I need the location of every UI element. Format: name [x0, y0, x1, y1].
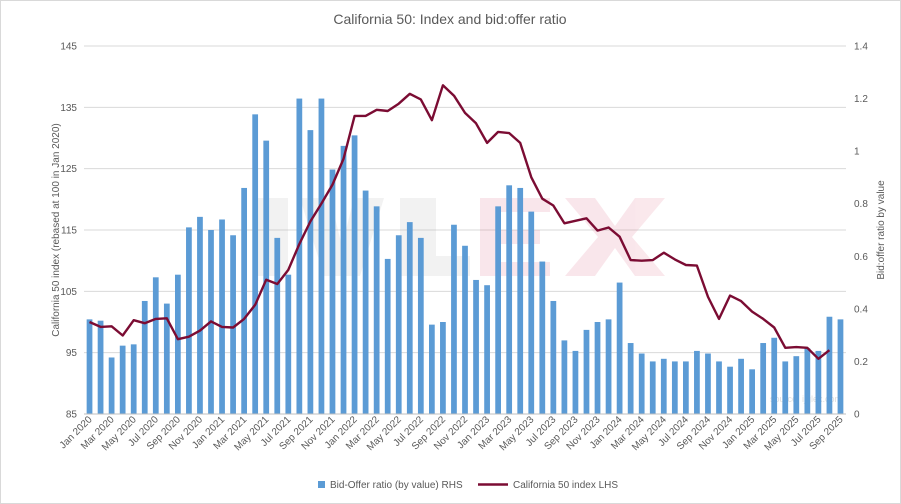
bar	[108, 357, 115, 414]
bar	[694, 350, 700, 414]
bar	[97, 320, 104, 414]
bar	[440, 322, 446, 414]
right-tick-label: 0	[854, 410, 860, 421]
left-tick-label: 135	[60, 103, 77, 114]
bar	[649, 361, 656, 414]
bar	[186, 227, 192, 414]
bar	[451, 224, 457, 414]
bar	[738, 358, 744, 414]
bar	[826, 316, 833, 414]
left-tick-label: 115	[61, 226, 77, 237]
bar	[241, 187, 248, 414]
bar	[627, 343, 634, 414]
index-line	[89, 84, 831, 360]
bar	[230, 235, 236, 414]
watermark-bar-1	[258, 198, 288, 276]
bar	[428, 324, 435, 414]
bar	[329, 169, 336, 414]
bar	[484, 285, 490, 414]
bar	[671, 361, 678, 414]
bar	[638, 353, 645, 414]
bar	[815, 350, 822, 414]
bar	[561, 340, 568, 414]
bar	[307, 130, 314, 414]
bar	[705, 353, 711, 414]
bar	[373, 206, 380, 414]
bar	[285, 274, 292, 414]
left-tick-label: 125	[60, 164, 77, 175]
bar	[749, 369, 756, 414]
watermark-x-shape	[565, 198, 665, 276]
bar	[395, 235, 402, 414]
bar	[473, 279, 479, 414]
bar	[517, 187, 524, 414]
bar	[163, 303, 170, 414]
left-tick-label: 95	[66, 348, 78, 359]
bar	[528, 211, 535, 414]
bar	[86, 319, 93, 414]
bar	[782, 361, 789, 414]
legend-bar-label: Bid-Offer ratio (by value) RHS	[330, 480, 463, 491]
right-tick-label: 0.2	[854, 357, 868, 368]
bar	[219, 219, 225, 414]
right-tick-label: 0.6	[854, 252, 868, 263]
left-tick-label: 105	[60, 287, 77, 298]
bar	[716, 361, 722, 414]
bar	[572, 350, 579, 414]
bar	[274, 237, 281, 414]
bar	[362, 190, 369, 414]
bar	[760, 343, 767, 414]
bar	[506, 185, 513, 414]
left-tick-label: 85	[66, 410, 78, 421]
bar	[605, 319, 612, 414]
bar	[174, 274, 181, 414]
bar	[550, 300, 557, 414]
bar	[727, 366, 733, 414]
bar	[130, 344, 137, 414]
bar	[793, 356, 800, 414]
bar	[318, 98, 325, 415]
right-tick-label: 0.4	[854, 304, 868, 315]
bar	[384, 258, 391, 414]
right-tick-label: 1.4	[854, 42, 868, 53]
bar	[682, 361, 689, 414]
legend-bar-swatch	[318, 481, 325, 488]
bar	[296, 98, 303, 415]
bar	[263, 140, 270, 414]
left-axis-ticks: 85 95 105 115 125 135 145	[60, 42, 77, 421]
bar	[583, 329, 590, 414]
bar	[771, 337, 778, 414]
chart-title: California 50: Index and bid:offer ratio	[333, 11, 566, 27]
bar	[837, 319, 844, 414]
legend: Bid-Offer ratio (by value) RHS Californi…	[318, 480, 618, 491]
bar	[406, 222, 413, 414]
bar	[252, 114, 259, 414]
right-tick-label: 1	[854, 147, 860, 158]
bar	[340, 145, 347, 414]
right-tick-label: 0.8	[854, 199, 868, 210]
y-left-axis-label: California 50 index (rebased at 100 in J…	[51, 123, 62, 336]
bar	[141, 300, 148, 414]
bar	[119, 345, 126, 414]
right-tick-label: 1.2	[854, 94, 868, 105]
bar-series	[86, 98, 844, 415]
bar	[539, 261, 546, 414]
right-axis-ticks: 0 0.2 0.4 0.6 0.8 1 1.2 1.4	[854, 42, 868, 421]
bar	[616, 282, 623, 414]
bar	[197, 216, 203, 414]
left-tick-label: 145	[60, 42, 77, 53]
bar	[351, 135, 358, 414]
bar	[462, 245, 468, 414]
bar	[495, 206, 502, 414]
bar	[660, 358, 667, 414]
bar	[594, 322, 601, 414]
bar	[417, 237, 424, 414]
y-right-axis-label: Bid:offer ratio by value	[876, 180, 887, 280]
legend-line-label: California 50 index LHS	[513, 480, 618, 491]
bar	[804, 348, 811, 414]
bar	[152, 277, 159, 414]
